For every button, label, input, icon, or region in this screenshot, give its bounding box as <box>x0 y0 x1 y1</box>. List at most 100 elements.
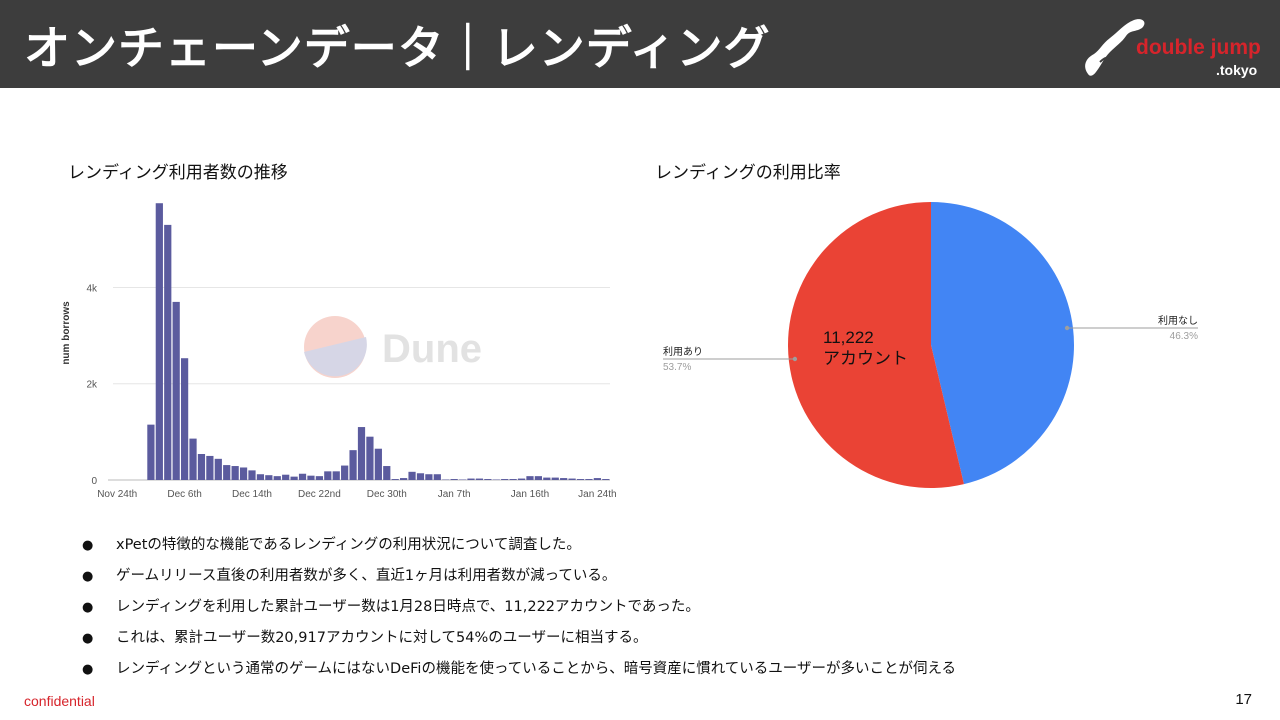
bar <box>307 475 315 480</box>
bar <box>383 466 391 480</box>
bar <box>475 478 484 480</box>
pie-annotation-unit: アカウント <box>823 349 908 369</box>
bar <box>593 478 601 480</box>
bullet-item: ● レンディングを利用した累計ユーザー数は1月28日時点で、11,222アカウント… <box>78 592 1078 623</box>
bar <box>602 479 610 480</box>
y-tick-label: 4k <box>86 283 98 294</box>
bar <box>576 479 585 480</box>
bar <box>256 474 265 480</box>
bullet-text: ゲームリリース直後の利用者数が多く、直近1ヶ月は利用者数が減っている。 <box>116 568 617 584</box>
bar <box>349 450 357 480</box>
pie-percent-label: 53.7% <box>663 362 691 373</box>
pie-label: 利用あり <box>663 346 703 358</box>
bar <box>534 476 543 480</box>
bar <box>189 438 197 480</box>
bullet-dot-icon: ● <box>82 662 94 677</box>
bar <box>298 473 307 480</box>
bar <box>551 477 559 480</box>
pie-label: 利用なし <box>1158 315 1198 327</box>
bar <box>248 470 256 480</box>
bar <box>155 203 163 480</box>
page-number: 17 <box>1235 691 1252 708</box>
bar <box>408 471 416 480</box>
bar <box>147 424 155 480</box>
x-tick-label: Dec 30th <box>367 489 407 500</box>
pie-annotation-count: 11,222 <box>823 328 874 347</box>
y-tick-label: 0 <box>91 476 97 487</box>
y-axis-label: num borrows <box>61 301 72 365</box>
double-jump-logo: double jump .tokyo <box>1080 14 1270 82</box>
x-tick-label: Jan 7th <box>438 489 471 500</box>
bar <box>517 478 526 480</box>
x-tick-label: Dec 14th <box>232 489 272 500</box>
bar <box>290 476 298 480</box>
bar <box>425 474 433 480</box>
page-title: オンチェーンデータ｜レンディング <box>24 21 771 75</box>
watermark-wedge <box>304 337 367 377</box>
bar <box>543 477 551 480</box>
bar <box>374 448 382 480</box>
bar <box>180 358 189 480</box>
bullet-dot-icon: ● <box>82 631 94 646</box>
bar <box>341 465 349 480</box>
bar <box>509 479 517 480</box>
x-tick-label: Jan 24th <box>578 489 616 500</box>
bar <box>391 479 399 480</box>
bullet-dot-icon: ● <box>82 538 94 553</box>
watermark-text: Dune <box>382 327 482 371</box>
bar <box>223 465 231 480</box>
bullet-text: xPetの特徴的な機能であるレンディングの利用状況について調査した。 <box>116 537 581 553</box>
bar <box>265 475 273 480</box>
bar <box>282 474 290 480</box>
bar <box>172 301 180 480</box>
bullet-text: レンディングを利用した累計ユーザー数は1月28日時点で、11,222アカウントで… <box>116 599 700 615</box>
bar <box>526 476 534 480</box>
bar <box>433 474 441 480</box>
y-tick-label: 2k <box>86 380 98 391</box>
bar <box>164 224 172 480</box>
confidential-label: confidential <box>24 693 95 709</box>
bar <box>450 479 458 480</box>
header-bar: オンチェーンデータ｜レンディング double jump .tokyo <box>0 0 1280 88</box>
x-tick-label: Dec 22nd <box>298 489 341 500</box>
pie-slice <box>931 202 1074 485</box>
bar <box>239 467 248 480</box>
bullet-item: ● これは、累計ユーザー数20,917アカウントに対して54%のユーザーに相当する… <box>78 623 1078 654</box>
bar <box>315 476 323 480</box>
bar <box>366 436 374 480</box>
bar <box>206 455 214 480</box>
bar <box>324 471 332 480</box>
pie-chart-title: レンディングの利用比率 <box>655 163 841 183</box>
x-tick-label: Nov 24th <box>97 489 137 500</box>
bar <box>357 427 366 480</box>
bullet-item: ● レンディングという通常のゲームにはないDeFiの機能を使っていることから、暗号… <box>78 654 1078 685</box>
pie-slice <box>787 202 964 488</box>
bar <box>501 479 509 480</box>
bullet-item: ● xPetの特徴的な機能であるレンディングの利用状況について調査した。 <box>78 530 1078 561</box>
bar <box>400 478 408 480</box>
bar <box>197 454 206 480</box>
bullet-text: レンディングという通常のゲームにはないDeFiの機能を使っていることから、暗号資… <box>116 661 957 677</box>
bar <box>332 471 340 480</box>
bar <box>560 478 568 480</box>
x-tick-label: Jan 16th <box>511 489 549 500</box>
bar-chart-title: レンディング利用者数の推移 <box>68 163 288 183</box>
bar <box>484 479 492 480</box>
logo-subtext: .tokyo <box>1216 62 1258 78</box>
bar <box>585 479 593 480</box>
bullet-item: ● ゲームリリース直後の利用者数が多く、直近1ヶ月は利用者数が減っている。 <box>78 561 1078 592</box>
bar <box>273 476 281 480</box>
logo-text: double jump <box>1136 36 1261 59</box>
bar <box>231 466 239 480</box>
bullet-dot-icon: ● <box>82 569 94 584</box>
dune-watermark: Dune <box>304 316 482 378</box>
x-tick-label: Dec 6th <box>167 489 201 500</box>
bullet-text: これは、累計ユーザー数20,917アカウントに対して54%のユーザーに相当する。 <box>116 630 648 646</box>
bar <box>568 478 576 480</box>
summary-bullet-list: ● xPetの特徴的な機能であるレンディングの利用状況について調査した。 ● ゲームリ… <box>78 530 1078 685</box>
bullet-dot-icon: ● <box>82 600 94 615</box>
bar <box>467 478 475 480</box>
bar <box>416 473 425 480</box>
